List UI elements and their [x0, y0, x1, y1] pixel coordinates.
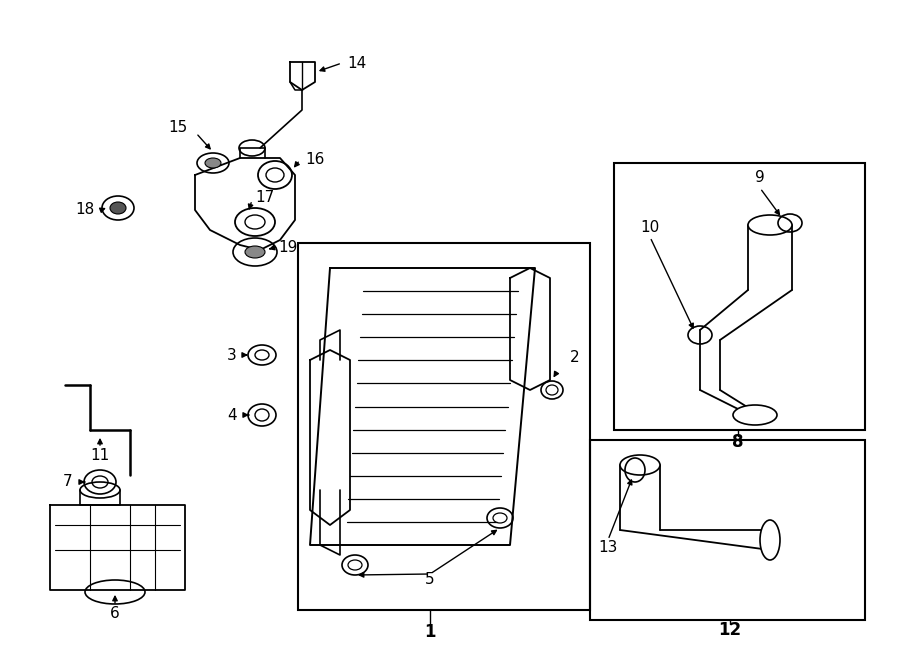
Text: 15: 15	[168, 120, 187, 136]
Text: 3: 3	[227, 348, 237, 362]
Text: 5: 5	[425, 572, 435, 588]
Text: 2: 2	[571, 350, 580, 366]
Bar	[614, 163, 865, 430]
Ellipse shape	[205, 158, 221, 168]
Ellipse shape	[110, 202, 126, 214]
Ellipse shape	[733, 405, 777, 425]
Text: 12: 12	[718, 621, 742, 639]
Bar	[298, 243, 590, 610]
Text: 9: 9	[755, 171, 765, 186]
Text: 6: 6	[110, 605, 120, 621]
Text: 7: 7	[63, 475, 73, 490]
Ellipse shape	[748, 215, 792, 235]
Text: 16: 16	[305, 153, 325, 167]
Text: 1: 1	[424, 623, 436, 641]
Text: 14: 14	[347, 56, 366, 71]
Text: 10: 10	[641, 221, 660, 235]
Text: 13: 13	[598, 541, 617, 555]
Ellipse shape	[620, 455, 660, 475]
Text: 4: 4	[227, 407, 237, 422]
Text: 17: 17	[256, 190, 274, 206]
Bar	[590, 440, 865, 620]
Text: 8: 8	[733, 433, 743, 451]
Text: 19: 19	[278, 241, 298, 256]
Text: 11: 11	[90, 447, 110, 463]
Ellipse shape	[245, 246, 265, 258]
Ellipse shape	[760, 520, 780, 560]
Text: 18: 18	[76, 202, 94, 217]
